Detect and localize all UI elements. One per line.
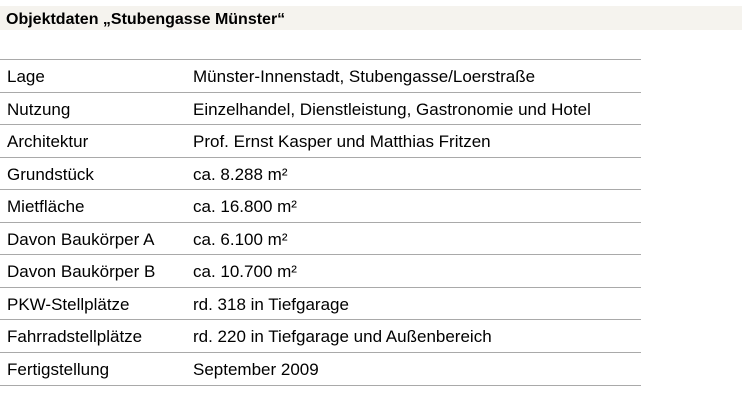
row-label: Lage bbox=[7, 67, 45, 86]
table-row: Architektur Prof. Ernst Kasper und Matth… bbox=[0, 124, 641, 157]
row-value: rd. 318 in Tiefgarage bbox=[193, 294, 349, 314]
table-row: Davon Baukörper B ca. 10.700 m² bbox=[0, 254, 641, 287]
row-label: PKW-Stellplätze bbox=[7, 294, 130, 314]
table-row: Mietfläche ca. 16.800 m² bbox=[0, 189, 641, 222]
table-row: Fahrradstellplätze rd. 220 in Tiefgarage… bbox=[0, 319, 641, 352]
row-value: Prof. Ernst Kasper und Matthias Fritzen bbox=[193, 132, 491, 151]
table-row: Fertigstellung September 2009 bbox=[0, 351, 641, 386]
row-value: ca. 6.100 m² bbox=[193, 229, 288, 249]
row-label: Architektur bbox=[7, 132, 89, 151]
table-row: Lage Münster-Innenstadt, Stubengasse/Loe… bbox=[0, 59, 641, 92]
table-row: Davon Baukörper A ca. 6.100 m² bbox=[0, 221, 641, 255]
row-value: ca. 10.700 m² bbox=[193, 262, 297, 281]
row-label: Davon Baukörper A bbox=[7, 229, 155, 249]
object-data-table: Lage Münster-Innenstadt, Stubengasse/Loe… bbox=[0, 59, 641, 386]
row-value: rd. 220 in Tiefgarage und Außenbereich bbox=[193, 327, 492, 346]
row-value: Einzelhandel, Dienstleistung, Gastronomi… bbox=[193, 99, 591, 119]
table-row: Nutzung Einzelhandel, Dienstleistung, Ga… bbox=[0, 91, 641, 125]
row-label: Grundstück bbox=[7, 164, 94, 184]
row-label: Fertigstellung bbox=[7, 359, 110, 379]
page-title: Objektdaten „Stubengasse Münster“ bbox=[6, 11, 286, 28]
row-value: ca. 16.800 m² bbox=[193, 197, 297, 216]
row-value: ca. 8.288 m² bbox=[193, 164, 288, 184]
row-label: Mietfläche bbox=[7, 197, 85, 216]
row-label: Davon Baukörper B bbox=[7, 262, 156, 281]
row-label: Nutzung bbox=[7, 99, 71, 119]
row-label: Fahrradstellplätze bbox=[7, 327, 143, 346]
table-row: Grundstück ca. 8.288 m² bbox=[0, 156, 641, 190]
title-bar: Objektdaten „Stubengasse Münster“ bbox=[0, 6, 742, 30]
row-value: Münster-Innenstadt, Stubengasse/Loerstra… bbox=[193, 67, 536, 86]
table-row: PKW-Stellplätze rd. 318 in Tiefgarage bbox=[0, 286, 641, 320]
row-value: September 2009 bbox=[193, 359, 319, 379]
